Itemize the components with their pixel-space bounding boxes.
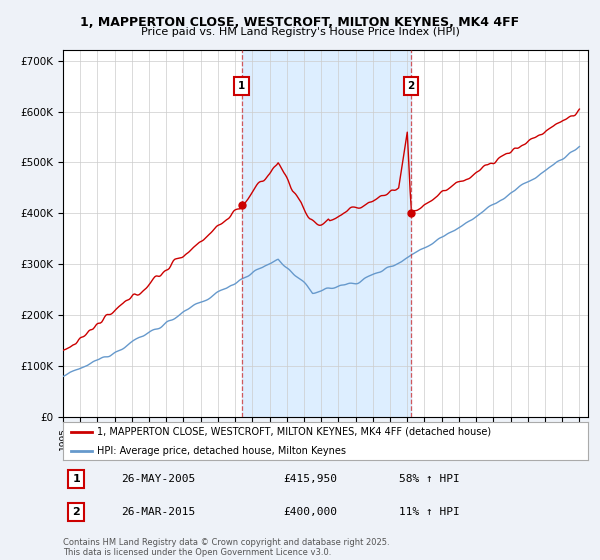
- Text: 26-MAY-2005: 26-MAY-2005: [121, 474, 195, 484]
- Text: £400,000: £400,000: [284, 507, 337, 517]
- Text: 2: 2: [72, 507, 80, 517]
- Text: 11% ↑ HPI: 11% ↑ HPI: [399, 507, 460, 517]
- Bar: [242, 50, 411, 417]
- Text: 1: 1: [238, 81, 245, 91]
- Text: £415,950: £415,950: [284, 474, 337, 484]
- Text: 2: 2: [407, 81, 415, 91]
- Text: 1, MAPPERTON CLOSE, WESTCROFT, MILTON KEYNES, MK4 4FF (detached house): 1, MAPPERTON CLOSE, WESTCROFT, MILTON KE…: [97, 427, 491, 437]
- Text: 1: 1: [72, 474, 80, 484]
- Text: HPI: Average price, detached house, Milton Keynes: HPI: Average price, detached house, Milt…: [97, 446, 346, 456]
- Text: Contains HM Land Registry data © Crown copyright and database right 2025.
This d: Contains HM Land Registry data © Crown c…: [63, 538, 389, 557]
- Text: 26-MAR-2015: 26-MAR-2015: [121, 507, 195, 517]
- Text: 1, MAPPERTON CLOSE, WESTCROFT, MILTON KEYNES, MK4 4FF: 1, MAPPERTON CLOSE, WESTCROFT, MILTON KE…: [80, 16, 520, 29]
- Text: 58% ↑ HPI: 58% ↑ HPI: [399, 474, 460, 484]
- Text: Price paid vs. HM Land Registry's House Price Index (HPI): Price paid vs. HM Land Registry's House …: [140, 27, 460, 37]
